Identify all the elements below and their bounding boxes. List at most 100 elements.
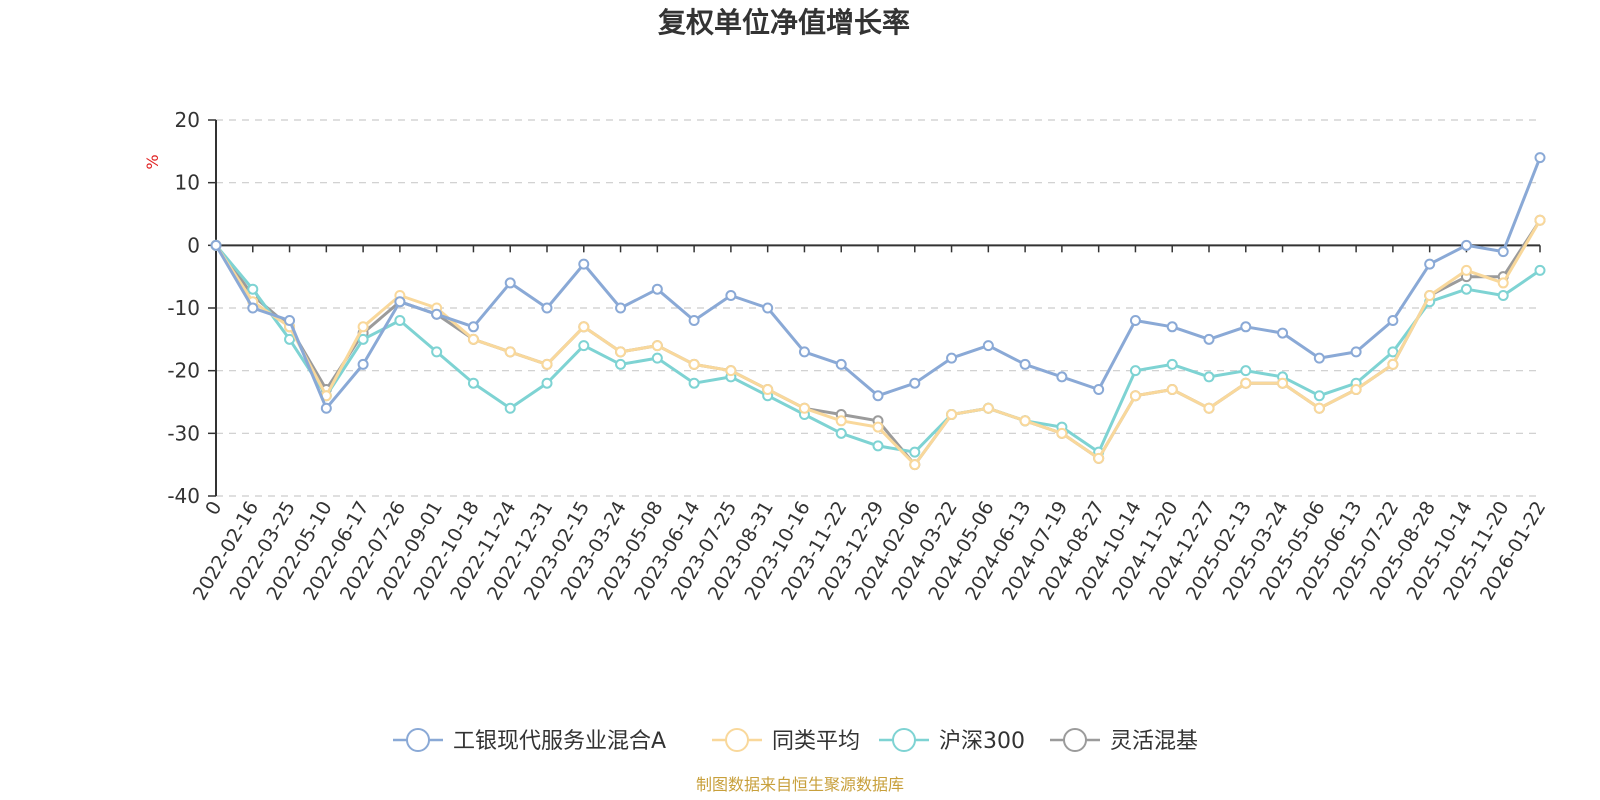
data-point bbox=[835, 358, 847, 370]
data-point bbox=[1203, 333, 1215, 345]
data-point bbox=[615, 302, 627, 314]
data-point bbox=[872, 440, 884, 452]
y-tick-label: 10 bbox=[175, 171, 200, 195]
data-point bbox=[982, 402, 994, 414]
data-point bbox=[872, 390, 884, 402]
data-point bbox=[541, 377, 553, 389]
data-point bbox=[1129, 365, 1141, 377]
data-point bbox=[1166, 358, 1178, 370]
data-point bbox=[247, 302, 259, 314]
x-tick-label: 0 bbox=[201, 498, 226, 519]
data-point bbox=[1166, 321, 1178, 333]
data-point bbox=[541, 358, 553, 370]
data-point bbox=[467, 333, 479, 345]
data-point bbox=[615, 346, 627, 358]
data-point bbox=[504, 402, 516, 414]
data-point bbox=[1240, 377, 1252, 389]
data-point bbox=[504, 277, 516, 289]
data-point bbox=[1460, 283, 1472, 295]
data-point bbox=[835, 415, 847, 427]
legend-item[interactable]: 灵活混基 bbox=[1050, 728, 1198, 754]
data-point bbox=[578, 321, 590, 333]
legend[interactable]: 工银现代服务业混合A 同类平均 沪深300 灵活混基 bbox=[393, 728, 1198, 754]
data-point bbox=[1387, 358, 1399, 370]
data-point bbox=[1350, 346, 1362, 358]
y-tick-label: -10 bbox=[167, 296, 200, 320]
legend-label: 沪深300 bbox=[939, 729, 1025, 754]
data-point bbox=[357, 358, 369, 370]
data-point bbox=[651, 340, 663, 352]
data-point bbox=[1497, 289, 1509, 301]
data-point bbox=[284, 333, 296, 345]
data-point bbox=[1019, 358, 1031, 370]
data-point bbox=[1387, 346, 1399, 358]
legend-marker bbox=[406, 728, 430, 752]
data-point bbox=[1093, 383, 1105, 395]
series-0 bbox=[210, 152, 1546, 414]
data-point bbox=[431, 308, 443, 320]
series-1 bbox=[210, 214, 1546, 471]
data-point bbox=[835, 427, 847, 439]
data-point bbox=[909, 446, 921, 458]
y-tick-label: -30 bbox=[167, 421, 200, 445]
data-point bbox=[578, 340, 590, 352]
data-point bbox=[1203, 402, 1215, 414]
chart-title: 复权单位净值增长率 bbox=[658, 6, 910, 39]
series-lines bbox=[210, 152, 1546, 471]
y-axis-unit: % bbox=[143, 154, 162, 169]
data-point bbox=[688, 315, 700, 327]
y-tick-label: -20 bbox=[167, 359, 200, 383]
data-point bbox=[946, 409, 958, 421]
data-point bbox=[1424, 258, 1436, 270]
data-point bbox=[357, 321, 369, 333]
data-point bbox=[578, 258, 590, 270]
data-point bbox=[1203, 371, 1215, 383]
data-point bbox=[651, 352, 663, 364]
data-point bbox=[725, 365, 737, 377]
data-point bbox=[798, 346, 810, 358]
legend-item[interactable]: 同类平均 bbox=[712, 728, 860, 754]
data-point bbox=[762, 383, 774, 395]
data-point bbox=[1240, 321, 1252, 333]
data-point bbox=[946, 352, 958, 364]
legend-label: 工银现代服务业混合A bbox=[453, 729, 666, 754]
y-tick-label: -40 bbox=[167, 484, 200, 508]
data-point bbox=[909, 459, 921, 471]
y-tick-label: 0 bbox=[187, 233, 200, 257]
data-point bbox=[247, 283, 259, 295]
legend-marker bbox=[892, 728, 916, 752]
data-point bbox=[504, 346, 516, 358]
data-point bbox=[725, 289, 737, 301]
data-point bbox=[1277, 377, 1289, 389]
data-point bbox=[541, 302, 553, 314]
data-point bbox=[615, 358, 627, 370]
data-point bbox=[1460, 239, 1472, 251]
data-point bbox=[688, 358, 700, 370]
legend-label: 同类平均 bbox=[772, 729, 860, 754]
data-point bbox=[467, 377, 479, 389]
data-point bbox=[1019, 415, 1031, 427]
data-point bbox=[320, 402, 332, 414]
data-point bbox=[357, 333, 369, 345]
data-point bbox=[1129, 315, 1141, 327]
data-point bbox=[1240, 365, 1252, 377]
data-point bbox=[210, 239, 222, 251]
data-point bbox=[1497, 277, 1509, 289]
source-note: 制图数据来自恒生聚源数据库 bbox=[696, 775, 904, 794]
data-point bbox=[982, 340, 994, 352]
data-point bbox=[1534, 152, 1546, 164]
data-point bbox=[284, 315, 296, 327]
data-point bbox=[909, 377, 921, 389]
data-point bbox=[1313, 390, 1325, 402]
legend-item[interactable]: 工银现代服务业混合A bbox=[393, 728, 666, 754]
data-point bbox=[1497, 246, 1509, 258]
data-point bbox=[798, 402, 810, 414]
legend-item[interactable]: 沪深300 bbox=[879, 728, 1025, 754]
legend-marker bbox=[1063, 728, 1087, 752]
data-point bbox=[1350, 383, 1362, 395]
data-point bbox=[1056, 371, 1068, 383]
data-point bbox=[1277, 327, 1289, 339]
legend-label: 灵活混基 bbox=[1110, 729, 1198, 754]
data-point bbox=[1093, 452, 1105, 464]
